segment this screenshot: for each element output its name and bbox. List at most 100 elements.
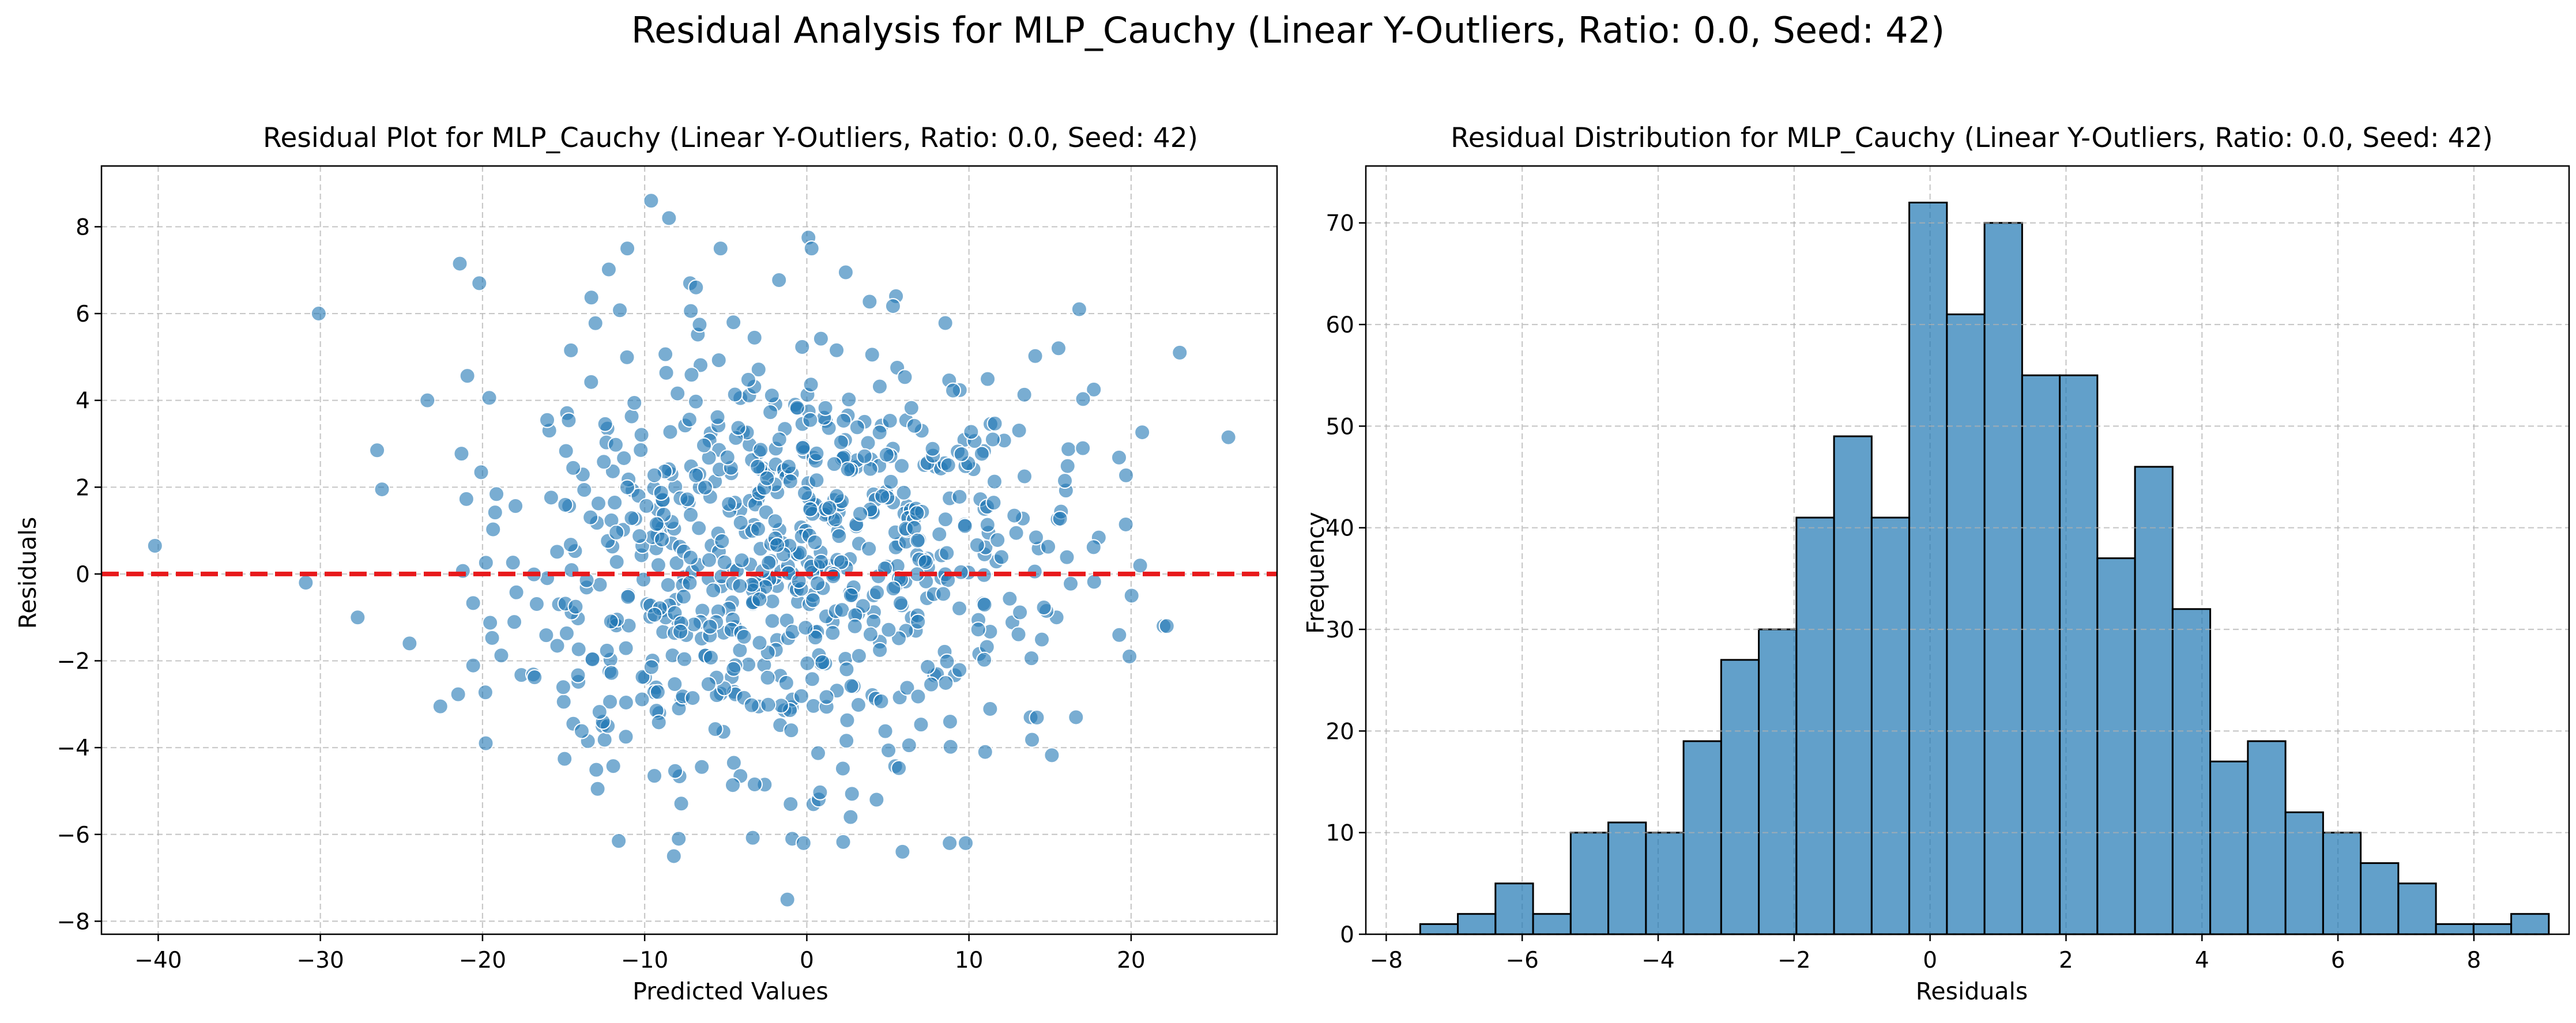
scatter-point bbox=[897, 369, 913, 386]
hist-bar bbox=[2397, 882, 2437, 935]
scatter-point bbox=[583, 373, 600, 390]
scatter-point bbox=[750, 361, 767, 378]
hist-ytick-label: 70 bbox=[1325, 211, 1354, 237]
scatter-point bbox=[923, 676, 940, 693]
scatter-point bbox=[849, 419, 865, 436]
scatter-point bbox=[846, 618, 863, 635]
scatter-point bbox=[705, 582, 722, 599]
hist-bar bbox=[1457, 913, 1497, 935]
scatter-point bbox=[873, 693, 890, 709]
scatter-point bbox=[608, 524, 625, 541]
scatter-point bbox=[453, 446, 470, 462]
scatter-point bbox=[671, 831, 687, 847]
scatter-point bbox=[703, 650, 720, 666]
scatter-point bbox=[558, 625, 575, 641]
hist-xtick-label: −4 bbox=[1641, 947, 1675, 973]
hist-ticks: −8 −6 −4 −2 0 2 4 6 8 0 10 20 30 40 50 60 70 bbox=[1325, 211, 2481, 973]
scatter-point bbox=[807, 534, 823, 551]
scatter-ytick-label: 8 bbox=[76, 214, 90, 240]
scatter-point bbox=[619, 349, 635, 365]
hist-bar bbox=[1758, 628, 1798, 935]
hist-bar bbox=[2322, 832, 2362, 935]
scatter-point bbox=[633, 426, 650, 443]
scatter-point bbox=[573, 723, 590, 739]
scatter-point bbox=[669, 385, 686, 402]
scatter-point bbox=[880, 621, 897, 638]
scatter-point bbox=[793, 688, 809, 704]
scatter-point bbox=[691, 520, 707, 537]
scatter-plot-frame bbox=[100, 165, 1278, 935]
scatter-point bbox=[794, 338, 811, 355]
scatter-point bbox=[649, 684, 666, 700]
scatter-point bbox=[778, 674, 794, 691]
scatter-point bbox=[1006, 507, 1023, 524]
scatter-point bbox=[1052, 510, 1068, 527]
hist-bar bbox=[2360, 862, 2400, 935]
scatter-point bbox=[1086, 573, 1102, 590]
scatter-point bbox=[903, 399, 920, 416]
scatter-point bbox=[563, 342, 579, 358]
scatter-ytick-label: −6 bbox=[57, 822, 91, 848]
hist-bar bbox=[1532, 913, 1572, 935]
scatter-point bbox=[504, 554, 521, 571]
scatter-point bbox=[1027, 529, 1044, 546]
scatter-point bbox=[835, 413, 852, 429]
hist-bar bbox=[2171, 608, 2212, 935]
hist-bar bbox=[1833, 435, 1873, 935]
scatter-point bbox=[732, 642, 748, 659]
scatter-point bbox=[804, 671, 820, 688]
hist-bar bbox=[1908, 201, 1948, 935]
scatter-point bbox=[833, 554, 850, 571]
scatter-point bbox=[868, 791, 885, 808]
scatter-point bbox=[917, 554, 934, 571]
scatter-point bbox=[349, 609, 366, 626]
scatter-point bbox=[976, 651, 993, 668]
scatter-point bbox=[796, 485, 813, 501]
scatter-point bbox=[688, 467, 705, 484]
scatter-point bbox=[567, 598, 584, 615]
scatter-point bbox=[803, 240, 820, 257]
scatter-point bbox=[797, 620, 814, 636]
scatter-point bbox=[648, 516, 665, 533]
scatter-point bbox=[646, 768, 663, 784]
scatter-point bbox=[894, 458, 910, 474]
scatter-point bbox=[861, 541, 878, 557]
scatter-point bbox=[562, 537, 579, 553]
hist-ytick-label: 40 bbox=[1325, 516, 1354, 542]
scatter-point bbox=[620, 588, 637, 605]
scatter-point bbox=[374, 481, 390, 498]
scatter-point bbox=[973, 446, 990, 462]
scatter-point bbox=[1057, 473, 1074, 489]
scatter-point bbox=[941, 835, 958, 851]
scatter-point bbox=[721, 496, 737, 512]
figure-suptitle: Residual Analysis for MLP_Cauchy (Linear… bbox=[631, 9, 1945, 51]
scatter-point bbox=[752, 441, 769, 458]
scatter-point bbox=[843, 678, 860, 694]
scatter-point bbox=[587, 315, 604, 331]
scatter-point bbox=[493, 647, 510, 664]
scatter-point bbox=[488, 486, 505, 503]
scatter-point bbox=[1075, 391, 1091, 407]
scatter-point bbox=[660, 576, 676, 593]
scatter-point bbox=[576, 482, 593, 499]
scatter-point bbox=[634, 691, 650, 708]
scatter-point bbox=[763, 387, 780, 404]
scatter-point bbox=[477, 735, 494, 752]
scatter-point bbox=[646, 606, 663, 623]
scatter-point bbox=[924, 440, 941, 457]
scatter-point bbox=[643, 192, 660, 209]
scatter-point bbox=[1071, 301, 1087, 318]
hist-ytick-label: 10 bbox=[1325, 821, 1354, 847]
scatter-point bbox=[657, 346, 674, 363]
scatter-point bbox=[982, 701, 999, 718]
hist-title: Residual Distribution for MLP_Cauchy (Li… bbox=[1451, 122, 2493, 154]
scatter-point bbox=[1029, 709, 1045, 726]
scatter-point bbox=[707, 721, 724, 738]
scatter-point bbox=[650, 714, 667, 731]
scatter-point bbox=[808, 445, 825, 462]
hist-bar bbox=[1494, 882, 1534, 935]
scatter-point bbox=[941, 714, 958, 730]
scatter-point bbox=[861, 293, 878, 310]
scatter-point bbox=[878, 447, 895, 463]
scatter-point bbox=[1011, 422, 1027, 439]
